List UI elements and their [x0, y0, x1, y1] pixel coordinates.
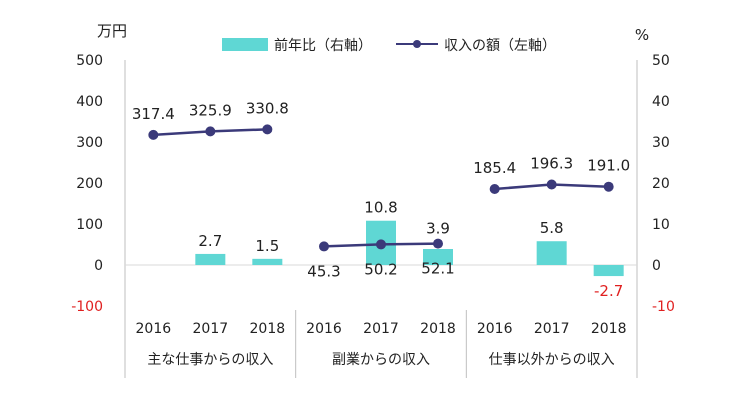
yoy-bar [536, 241, 567, 265]
income-point [489, 183, 500, 194]
group-label: 副業からの収入 [332, 352, 430, 368]
yoy-bar [195, 253, 226, 265]
left-tick-label: -100 [71, 299, 103, 315]
year-tick-label: 2017 [193, 321, 229, 337]
legend-line-label: 収入の額（左軸） [444, 38, 556, 54]
left-tick-label: 200 [76, 176, 103, 192]
income-point [319, 241, 329, 252]
right-tick-label: 10 [652, 217, 670, 233]
right-tick-label: 30 [652, 135, 670, 151]
income-point [433, 238, 443, 249]
income-point [546, 179, 557, 190]
left-tick-label: 400 [76, 94, 103, 110]
left-tick-label: 100 [76, 217, 103, 233]
right-axis-unit: % [635, 26, 649, 44]
income-data-label: 191.0 [587, 157, 630, 175]
year-tick-label: 2016 [477, 321, 513, 337]
income-data-label: 330.8 [246, 99, 289, 117]
income-data-label: 52.1 [421, 260, 454, 278]
yoy-data-label: 5.8 [540, 219, 564, 237]
legend-line-marker [413, 40, 421, 48]
income-data-label: 50.2 [364, 260, 397, 278]
yoy-bar [252, 258, 283, 265]
left-tick-label: 0 [94, 258, 103, 274]
group-label: 仕事以外からの収入 [489, 352, 615, 368]
yoy-data-label: 1.5 [255, 237, 279, 255]
income-point [262, 124, 273, 135]
right-tick-label: 40 [652, 94, 670, 110]
yoy-data-label: 3.9 [426, 220, 450, 238]
year-tick-label: 2018 [250, 321, 286, 337]
income-data-label: 196.3 [530, 155, 573, 173]
yoy-data-label: 2.7 [198, 232, 222, 250]
income-data-label: 45.3 [307, 262, 340, 280]
yoy-bar [423, 249, 453, 265]
income-point [205, 126, 216, 137]
yoy-data-label: 10.8 [364, 199, 397, 217]
year-tick-label: 2016 [136, 321, 172, 337]
yoy-data-label: -2.7 [594, 282, 623, 300]
category-axis: 2016 2017 2018 主な仕事からの収入 2016 2017 2018 副業からの収入… [136, 310, 627, 378]
right-tick-label: -10 [652, 299, 675, 315]
right-tick-label: 50 [652, 53, 670, 69]
income-data-label: 185.4 [473, 159, 516, 177]
income-point [148, 129, 159, 140]
income-point [376, 239, 386, 250]
income-data-label: 317.4 [132, 105, 175, 123]
left-tick-label: 300 [76, 135, 103, 151]
data-labels: 317.4 325.9 2.7 330.8 1.5 45.3 50.2 10.8 52.1 3.9… [132, 99, 630, 300]
bars [195, 220, 624, 277]
income-line [148, 124, 614, 252]
income-point [603, 181, 614, 192]
left-tick-label: 500 [76, 53, 103, 69]
legend: 前年比（右軸） 収入の額（左軸） [222, 37, 556, 54]
year-tick-label: 2017 [534, 321, 570, 337]
yoy-bar [593, 265, 624, 277]
left-axis-unit: 万円 [97, 22, 127, 40]
year-tick-label: 2016 [306, 321, 342, 337]
legend-bar-label: 前年比（右軸） [274, 37, 372, 54]
group-label: 主な仕事からの収入 [147, 352, 273, 368]
right-tick-label: 0 [652, 258, 661, 274]
year-tick-label: 2017 [363, 321, 399, 337]
year-tick-label: 2018 [420, 321, 456, 337]
legend-bar-swatch [222, 38, 268, 51]
year-tick-label: 2018 [591, 321, 627, 337]
income-data-label: 325.9 [189, 101, 232, 119]
right-tick-label: 20 [652, 176, 670, 192]
